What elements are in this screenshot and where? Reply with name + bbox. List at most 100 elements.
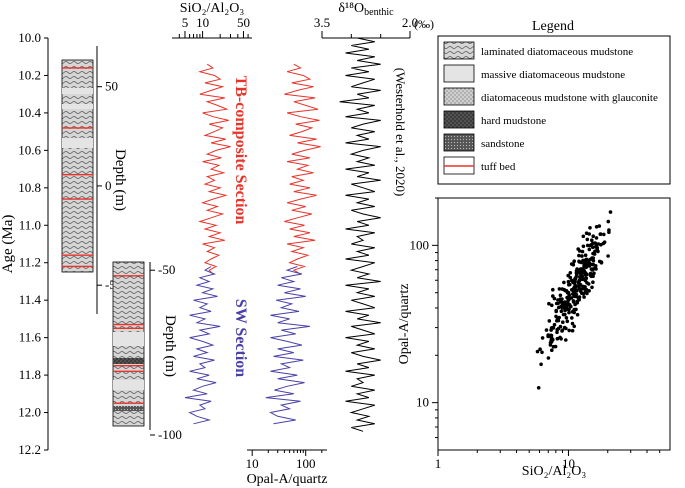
- crossplot-point: [540, 336, 545, 340]
- legend-swatch: [443, 87, 475, 106]
- crossplot-point: [567, 297, 572, 301]
- sw-massive-band: [113, 380, 144, 390]
- crossplot-point: [564, 338, 568, 342]
- crossplot-point: [576, 296, 580, 300]
- crossplot-point: [590, 238, 594, 242]
- crossplot-point: [553, 344, 558, 349]
- crossplot-point: [546, 333, 550, 337]
- age-tick-label: 11.8: [19, 367, 41, 382]
- crossplot-point: [556, 298, 560, 302]
- d18o-tick-label: 3.5: [314, 15, 330, 30]
- age-axis: 10.0 10.2 10.4 10.6 10.8 11.0 11.2 11.4 11.6 11.8…: [0, 30, 49, 457]
- age-tick-label: 10.4: [18, 105, 41, 120]
- crossplot-y-tick-label: 100: [410, 237, 430, 252]
- crossplot-point: [593, 241, 597, 245]
- crossplot-point: [597, 224, 602, 228]
- crossplot-point: [558, 293, 563, 298]
- crossplot-point: [563, 308, 567, 313]
- sw-tuff-group: [113, 275, 144, 404]
- crossplot-point: [550, 348, 554, 353]
- crossplot-point: [556, 301, 560, 306]
- crossplot-point: [549, 333, 554, 338]
- crossplot-point: [572, 259, 576, 264]
- crossplot-point: [598, 232, 603, 236]
- opal-tick-label: 100: [296, 456, 316, 471]
- crossplot-point: [574, 273, 579, 278]
- crossplot-point: [564, 326, 568, 331]
- crossplot-point: [586, 258, 591, 263]
- age-tick-label: 10.2: [18, 67, 41, 82]
- crossplot-point: [564, 300, 568, 305]
- crossplot-point: [587, 264, 591, 268]
- crossplot-point: [583, 253, 588, 257]
- crossplot-point: [608, 210, 613, 214]
- crossplot-point: [574, 284, 578, 289]
- crossplot-point: [593, 249, 597, 254]
- crossplot-point: [578, 289, 583, 294]
- crossplot-point: [582, 295, 586, 299]
- crossplot-point: [567, 310, 571, 315]
- sio2-axis-title: SiO₂/Al₂O₃: [180, 1, 245, 16]
- crossplot-point: [552, 322, 557, 327]
- sw-hard-band: [113, 358, 144, 364]
- legend-swatch: [443, 133, 475, 152]
- crossplot-point: [575, 299, 580, 304]
- crossplot-point: [607, 230, 611, 234]
- crossplot-point: [547, 319, 552, 323]
- legend-item-label: massive diatomaceous mudstone: [481, 69, 625, 81]
- legend-title: Legend: [532, 19, 574, 34]
- sio2-tick-label: 50: [237, 15, 250, 30]
- crossplot-point: [571, 287, 576, 291]
- crossplot-point: [561, 320, 565, 325]
- crossplot-point: [549, 326, 554, 330]
- crossplot-point: [584, 276, 589, 281]
- crossplot-x-tick-label: 1: [435, 456, 442, 471]
- crossplot: 1 10 10 100 SiO₂/Al₂O₃ Opal-A/quartz: [397, 197, 671, 479]
- sio2-panel: SiO₂/Al₂O₃ 5 10 50: [172, 1, 252, 425]
- crossplot-point: [560, 329, 564, 333]
- d18o-panel: δ¹⁸Obenthic 3.5 2.0 (‰) (Westerhold et al…: [314, 1, 434, 432]
- crossplot-point: [592, 271, 596, 276]
- crossplot-point: [550, 303, 554, 308]
- crossplot-point: [571, 263, 576, 267]
- legend-item-label: tuff bed: [481, 161, 516, 173]
- tb-massive-band: [62, 138, 93, 148]
- age-tick-label: 11.4: [19, 292, 42, 307]
- d18o-title-main: δ¹⁸O: [338, 1, 364, 16]
- opal-series-line: [265, 266, 310, 425]
- crossplot-point: [585, 291, 589, 296]
- tb-section-label: TB-composite Section: [232, 76, 249, 225]
- tb-column-body: [61, 59, 94, 273]
- crossplot-point: [548, 340, 553, 345]
- d18o-series-group: [339, 37, 381, 432]
- crossplot-point: [559, 337, 563, 341]
- crossplot-point: [591, 259, 596, 263]
- crossplot-point: [588, 226, 592, 230]
- tb-depth-label: Depth (m): [112, 149, 128, 211]
- legend: Legend laminated diatomaceous mudstone ma…: [437, 19, 671, 185]
- crossplot-point: [584, 258, 588, 262]
- sw-depth-tick-group: -50 -100: [150, 262, 182, 442]
- crossplot-point: [591, 234, 595, 238]
- legend-item-group: laminated diatomaceous mudstone massive d…: [443, 41, 658, 175]
- opal-panel: 10 100 Opal-A/quartz: [246, 63, 327, 487]
- crossplot-point: [539, 362, 543, 367]
- sio2-series-line: [184, 266, 221, 425]
- crossplot-point: [546, 356, 551, 360]
- age-tick-label: 10.8: [18, 180, 41, 195]
- crossplot-point: [570, 328, 575, 333]
- crossplot-point: [560, 297, 564, 301]
- crossplot-x-tick-label: 10: [562, 456, 575, 471]
- crossplot-point: [601, 241, 606, 246]
- d18o-series-line: [339, 37, 381, 432]
- tb-massive-band: [62, 104, 93, 109]
- crossplot-point: [555, 319, 559, 323]
- crossplot-point: [554, 308, 558, 313]
- crossplot-point: [560, 287, 565, 291]
- crossplot-point: [574, 292, 579, 297]
- crossplot-point: [558, 324, 563, 329]
- crossplot-point: [579, 260, 584, 265]
- crossplot-point: [572, 307, 576, 312]
- crossplot-y-tick-label: 10: [416, 395, 429, 410]
- opal-tick-group: 10 100: [246, 450, 323, 471]
